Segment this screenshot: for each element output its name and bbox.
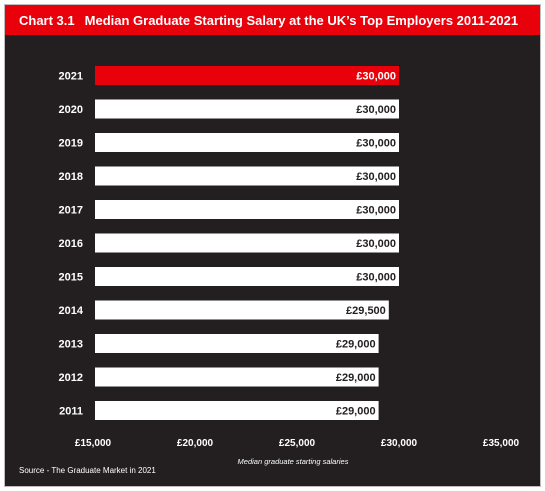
- category-label-2012: 2012: [59, 372, 83, 384]
- bar-2011: [95, 401, 379, 420]
- bar-2018: [95, 166, 399, 186]
- value-label-2018: £30,000: [356, 171, 396, 183]
- source-note: Source - The Graduate Market in 2021: [19, 466, 156, 475]
- value-label-2021: £30,000: [356, 71, 396, 83]
- chart-frame: Chart 3.1 Median Graduate Starting Salar…: [4, 4, 541, 487]
- title-bar: Chart 3.1 Median Graduate Starting Salar…: [5, 5, 540, 35]
- x-axis-label: Median graduate starting salaries: [238, 457, 349, 466]
- category-label-2013: 2013: [59, 339, 83, 351]
- bar-2014: [95, 300, 389, 320]
- bar-2016: [95, 233, 399, 253]
- x-tick-label: £15,000: [75, 438, 112, 449]
- category-label-2017: 2017: [59, 205, 83, 217]
- value-label-2017: £30,000: [356, 205, 396, 217]
- x-tick-label: £20,000: [177, 438, 214, 449]
- x-tick-label: £25,000: [279, 438, 316, 449]
- category-label-2019: 2019: [59, 138, 83, 150]
- bar-2019: [95, 133, 399, 152]
- category-label-2020: 2020: [59, 104, 83, 116]
- value-label-2016: £30,000: [356, 238, 396, 250]
- bar-2015: [95, 267, 399, 286]
- category-label-2011: 2011: [59, 406, 83, 418]
- value-label-2011: £29,000: [336, 406, 376, 418]
- category-label-2018: 2018: [59, 171, 83, 183]
- value-label-2012: £29,000: [336, 372, 376, 384]
- chart-title: Median Graduate Starting Salary at the U…: [84, 12, 519, 28]
- category-label-2015: 2015: [59, 272, 83, 284]
- value-label-2020: £30,000: [356, 104, 396, 116]
- value-label-2019: £30,000: [356, 138, 396, 150]
- chart-number: Chart 3.1: [19, 12, 75, 28]
- bar-2020: [95, 99, 399, 119]
- category-label-2016: 2016: [59, 238, 83, 250]
- bar-chart: 2021 £30,000 2020 £30,000 2019 £30,000 2018 £30…: [59, 66, 520, 466]
- value-label-2013: £29,000: [336, 339, 376, 351]
- category-label-2021: 2021: [59, 71, 83, 83]
- x-tick-label: £35,000: [483, 438, 520, 449]
- x-tick-label: £30,000: [381, 438, 418, 449]
- bar-2013: [95, 334, 379, 353]
- value-label-2015: £30,000: [356, 272, 396, 284]
- bar-2021: [95, 66, 399, 85]
- bar-2017: [95, 200, 399, 219]
- value-label-2014: £29,500: [346, 305, 386, 317]
- category-label-2014: 2014: [59, 305, 84, 317]
- bar-2012: [95, 367, 379, 387]
